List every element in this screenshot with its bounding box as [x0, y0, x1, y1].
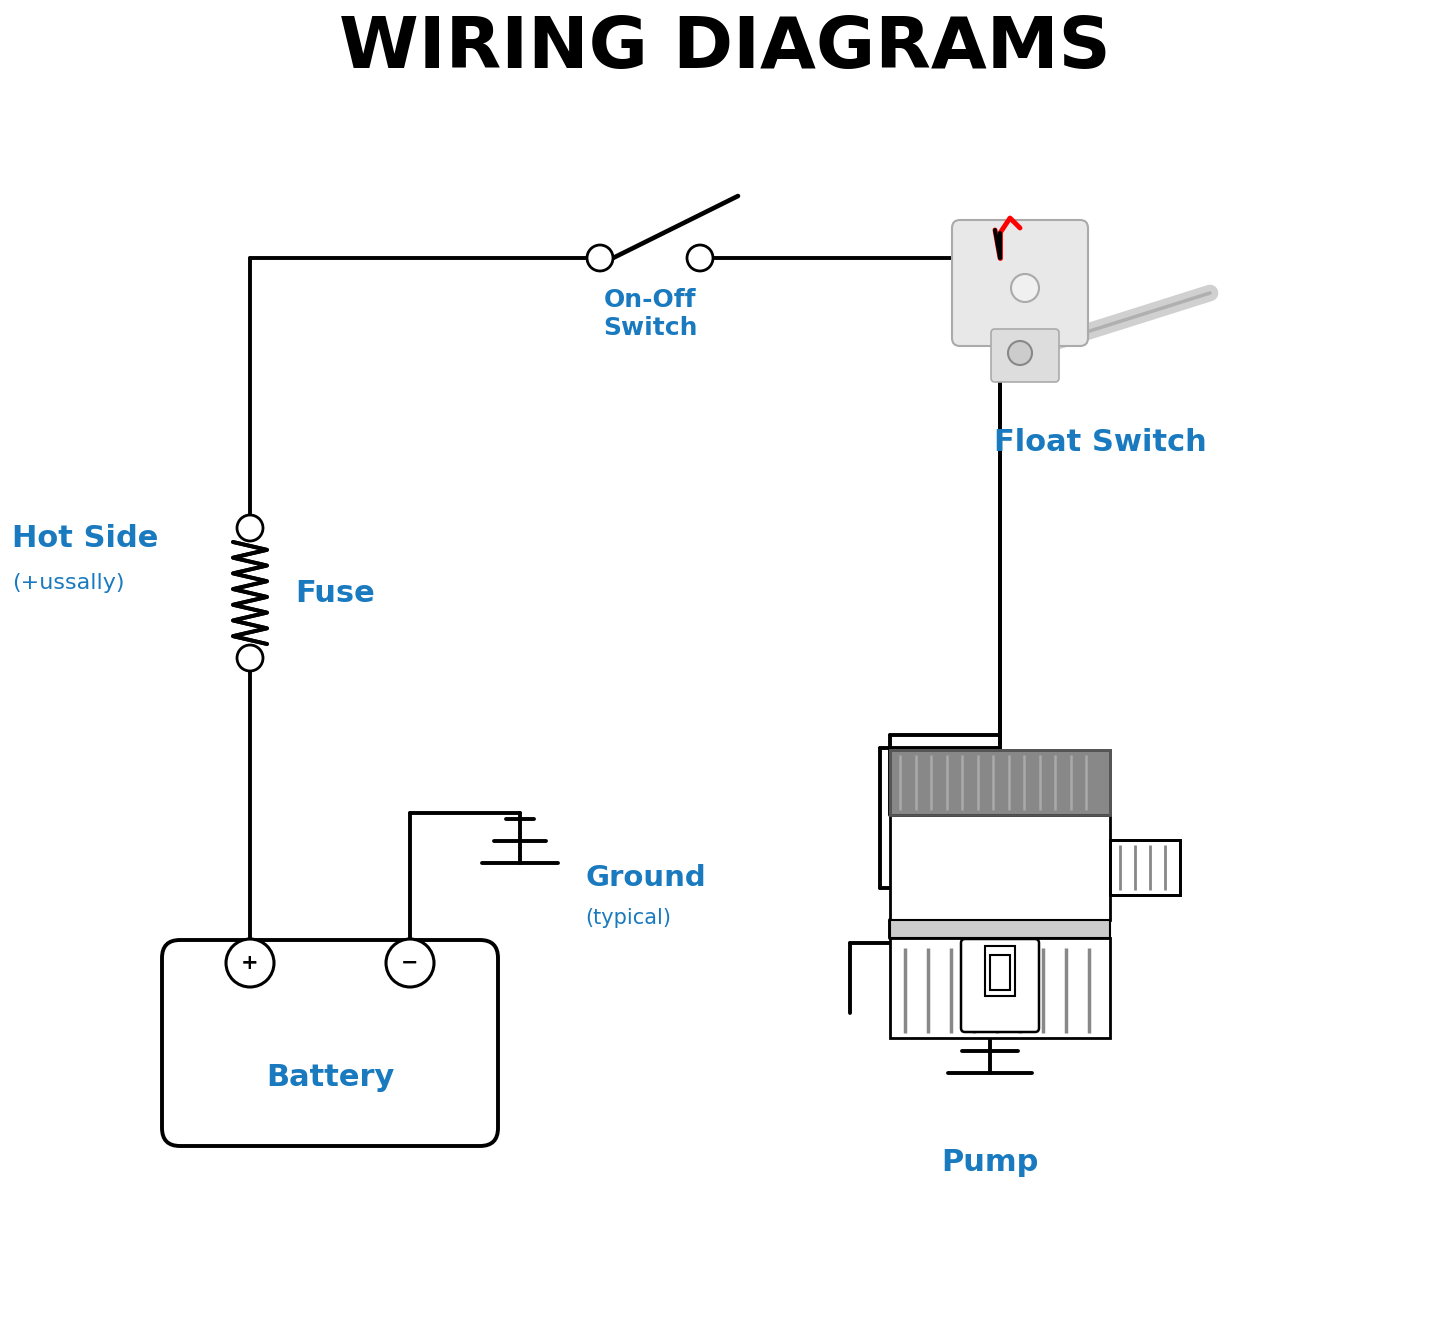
- Text: Float Switch: Float Switch: [993, 428, 1206, 458]
- FancyBboxPatch shape: [953, 219, 1088, 347]
- FancyBboxPatch shape: [162, 941, 497, 1147]
- FancyBboxPatch shape: [961, 939, 1040, 1032]
- Circle shape: [236, 515, 262, 541]
- Circle shape: [1011, 274, 1040, 302]
- Bar: [1111, 840, 1180, 895]
- Text: Pump: Pump: [941, 1148, 1038, 1177]
- Bar: [890, 938, 1111, 1038]
- Circle shape: [687, 245, 713, 272]
- Bar: [890, 751, 1111, 815]
- Text: −: −: [402, 953, 419, 973]
- Circle shape: [386, 939, 434, 987]
- Text: Fuse: Fuse: [294, 578, 374, 607]
- Text: On-Off
Switch: On-Off Switch: [603, 288, 697, 340]
- Text: (+ussally): (+ussally): [12, 573, 125, 593]
- Circle shape: [1008, 341, 1032, 365]
- Bar: [890, 921, 1111, 938]
- Text: WIRING DIAGRAMS: WIRING DIAGRAMS: [339, 13, 1111, 83]
- Text: Hot Side: Hot Side: [12, 523, 158, 553]
- Text: (typical): (typical): [584, 909, 671, 929]
- Bar: [1111, 840, 1180, 895]
- Circle shape: [236, 645, 262, 670]
- Bar: [985, 946, 1015, 995]
- Bar: [990, 955, 1011, 990]
- Text: Ground: Ground: [584, 864, 706, 892]
- Bar: [890, 815, 1111, 921]
- Text: Battery: Battery: [265, 1064, 394, 1093]
- Text: +: +: [241, 953, 258, 973]
- Bar: [890, 751, 1111, 815]
- Circle shape: [587, 245, 613, 272]
- FancyBboxPatch shape: [990, 329, 1058, 383]
- Circle shape: [226, 939, 274, 987]
